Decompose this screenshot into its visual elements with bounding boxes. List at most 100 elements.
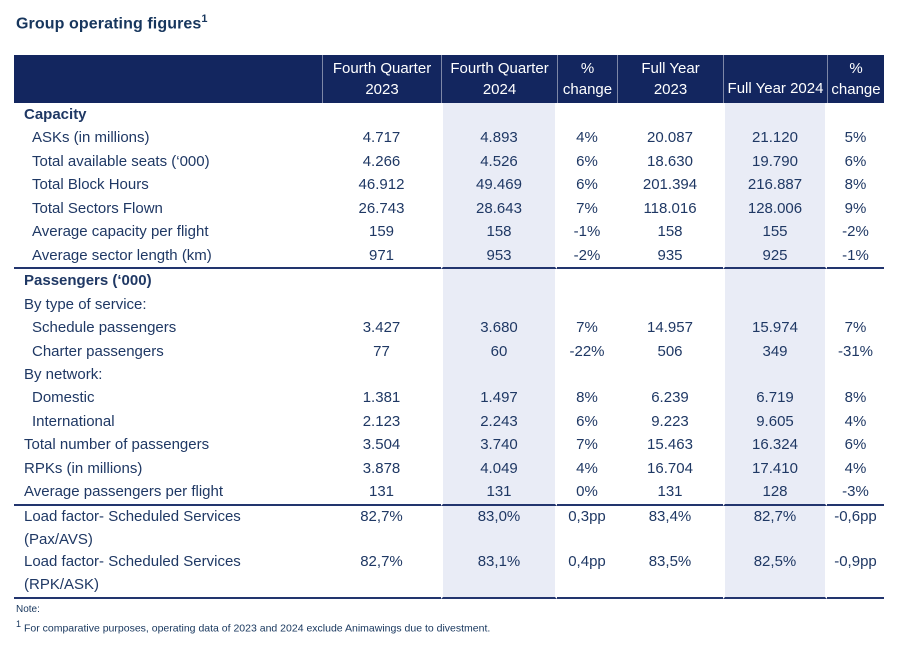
cell-fy2023: 6.239 (651, 389, 689, 407)
column-header-label (14, 55, 322, 103)
cell-fy2024: 216.887 (723, 173, 827, 197)
row-label: Domestic (32, 389, 95, 407)
cell-fq2023: 46.912 (358, 176, 405, 194)
cell-fy2024: 9.605 (723, 409, 827, 434)
table-header-row: Fourth Quarter 2023 Fourth Quarter 2024% cha… (14, 55, 884, 103)
cell-chg_q: 8% (576, 389, 598, 407)
footnote: Note: 1 For comparative purposes, operat… (16, 603, 490, 637)
cell-chg_fy: -0,6pp (834, 507, 877, 525)
row-label: Capacity (24, 106, 87, 123)
cell-fq2024: 131 (441, 480, 557, 506)
cell-fy2023: 506 (657, 342, 683, 360)
cell-fq2024 (441, 292, 557, 317)
table-row: Average capacity per flight 159 158 -1% 158 1… (14, 220, 884, 244)
cell-fq2023: 3.427 (362, 319, 401, 337)
cell-chg_q: -1% (573, 223, 601, 241)
cell-fy2023: 83,4% (648, 507, 692, 525)
cell-chg_fy (827, 363, 884, 386)
cell-fq2024 (441, 269, 557, 293)
table-row: Domestic 1.381 1.497 8% 6.239 6.719 8% (14, 386, 884, 410)
row-label: Load factor- Scheduled Services (Pax/AVS) (24, 507, 241, 548)
cell-chg_fy (827, 103, 884, 126)
cell-fq2023 (322, 269, 441, 292)
row-label: Total Sectors Flown (32, 199, 163, 217)
cell-fq2024: 2.243 (441, 409, 557, 434)
cell-fq2024: 4.893 (441, 126, 557, 150)
cell-chg_q: -22% (569, 342, 605, 360)
table-row: Total Block Hours 46.912 49.469 6% 201.394 21… (14, 173, 884, 197)
cell-fy2024: 19.790 (723, 149, 827, 174)
cell-chg_fy: 7% (844, 319, 867, 337)
cell-chg_fy: 4% (844, 459, 867, 477)
table-row: Average sector length (km) 971 953 -2% 935 92… (14, 243, 884, 270)
cell-chg_fy: 4% (844, 412, 867, 430)
cell-chg_q: 0% (557, 480, 617, 506)
operating-figures-table: Fourth Quarter 2023 Fourth Quarter 2024% cha… (14, 55, 884, 599)
cell-fq2023: 159 (368, 223, 395, 241)
column-header-fq2023: Fourth Quarter 2023 (322, 55, 441, 103)
footnote-body: 1 For comparative purposes, operating da… (16, 617, 490, 637)
cell-fq2024 (441, 103, 557, 127)
cell-fq2024: 4.526 (441, 149, 557, 174)
cell-fy2023: 83,5% (617, 551, 723, 599)
cell-chg_fy: -2% (842, 223, 869, 241)
cell-fy2023: 20.087 (647, 129, 693, 147)
cell-fy2023: 15.463 (647, 436, 693, 454)
cell-chg_q: 4% (576, 129, 598, 147)
table-row: RPKs (in millions) 3.878 4.049 4% 16.704 17.4… (14, 456, 884, 481)
cell-fq2024: 83,0% (441, 505, 557, 552)
cell-fy2023 (617, 269, 723, 292)
page-title-footnote-marker: 1 (201, 13, 208, 25)
cell-fq2023: 77 (373, 342, 390, 360)
row-label: By type of service: (24, 295, 147, 313)
cell-chg_q (557, 103, 617, 126)
cell-chg_fy: 8% (844, 389, 867, 407)
cell-chg_fy: 9% (844, 199, 867, 217)
row-label: Schedule passengers (32, 319, 177, 337)
table-header: Fourth Quarter 2023 Fourth Quarter 2024% cha… (14, 55, 884, 103)
table-row: Average passengers per flight 131 131 0% 131… (14, 480, 884, 506)
cell-fq2024: 49.469 (441, 173, 557, 197)
cell-fq2024: 83,1% (441, 551, 557, 599)
footnote-label: Note: (16, 604, 40, 615)
cell-chg_fy (827, 293, 884, 316)
cell-chg_fy: -31% (837, 342, 874, 360)
cell-fq2023 (322, 363, 441, 386)
cell-fy2024: 155 (723, 220, 827, 244)
cell-fy2024 (723, 362, 827, 387)
cell-fy2023: 16.704 (647, 459, 693, 477)
table-row: Load factor- Scheduled Services (RPK/ASK)… (14, 551, 884, 599)
column-header-fy2023: Full Year 2023 (617, 55, 723, 103)
cell-fq2024: 4.049 (441, 456, 557, 481)
cell-fy2024: 128 (723, 480, 827, 506)
cell-chg_q (557, 269, 617, 292)
cell-fy2024: 6.719 (723, 386, 827, 410)
row-label: Average passengers per flight (14, 480, 322, 506)
cell-fq2023: 1.381 (362, 389, 401, 407)
cell-fy2023: 9.223 (651, 412, 689, 430)
cell-chg_q: 6% (576, 152, 598, 170)
cell-fq2024: 158 (441, 220, 557, 244)
cell-fy2024: 82,5% (723, 551, 827, 599)
cell-fy2023: 118.016 (643, 199, 697, 217)
cell-fy2024 (723, 103, 827, 127)
cell-chg_q: 4% (576, 459, 598, 477)
cell-fq2023: 4.717 (362, 129, 401, 147)
cell-chg_fy: 6% (844, 436, 867, 454)
table-row: By network: (14, 362, 884, 387)
cell-fy2024 (723, 269, 827, 293)
row-label: International (32, 412, 115, 430)
cell-fq2023 (322, 293, 441, 316)
page-title-text: Group operating figures (16, 15, 202, 33)
cell-fq2023: 131 (322, 480, 441, 506)
table-row: Load factor- Scheduled Services (Pax/AVS)… (14, 505, 884, 552)
cell-fq2024: 953 (441, 243, 557, 270)
row-label: Total Block Hours (32, 176, 149, 194)
cell-fy2023: 18.630 (647, 152, 693, 170)
table-row: Schedule passengers 3.427 3.680 7% 14.957 15.… (14, 316, 884, 340)
cell-fq2023: 3.878 (362, 459, 401, 477)
cell-chg_q: 6% (576, 176, 598, 194)
cell-fy2023 (617, 363, 723, 386)
table-row: By type of service: (14, 292, 884, 317)
